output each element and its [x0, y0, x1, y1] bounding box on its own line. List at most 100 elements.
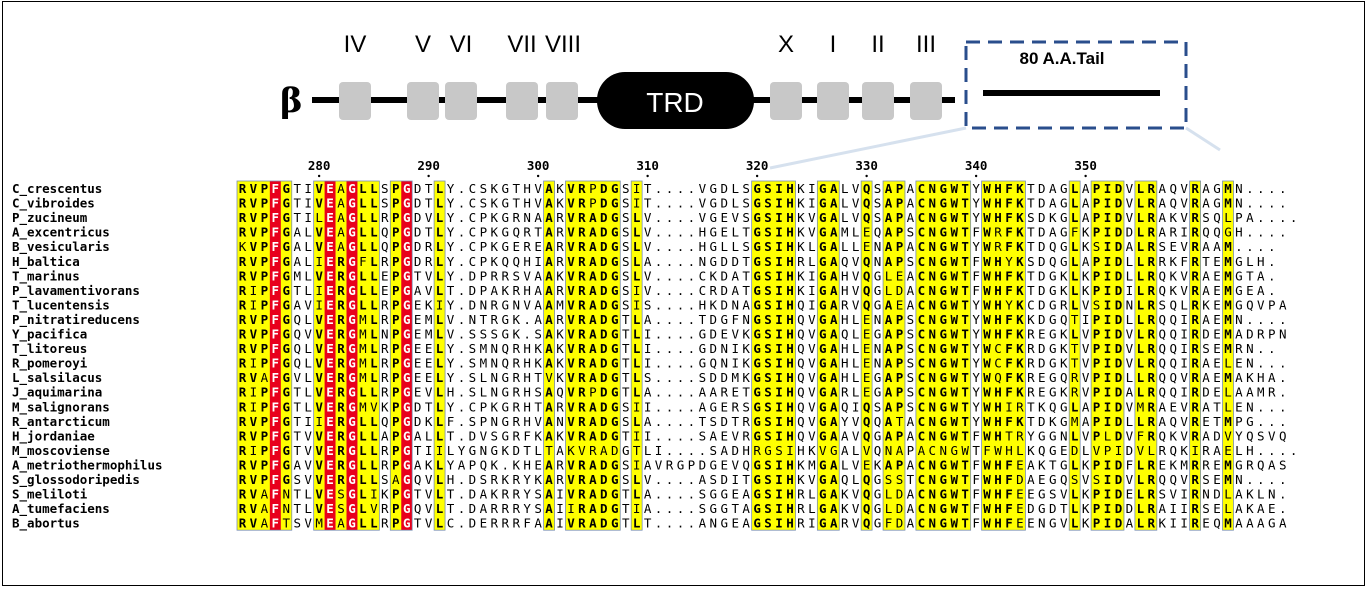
- residue: S: [1257, 428, 1265, 443]
- residue: V: [304, 297, 312, 312]
- residue: P: [1093, 414, 1101, 429]
- residue: G: [721, 312, 729, 327]
- residue: H: [699, 297, 707, 312]
- residue: R: [1191, 472, 1199, 487]
- residue: W: [983, 356, 991, 371]
- residue: .: [1268, 181, 1276, 196]
- residue: P: [1093, 385, 1101, 400]
- residue: D: [1071, 443, 1079, 458]
- residue: F: [972, 268, 980, 283]
- residue: P: [1093, 210, 1101, 225]
- residue: S: [764, 196, 772, 211]
- residue: .: [677, 370, 685, 385]
- residue: V: [370, 501, 378, 516]
- residue: I: [1104, 385, 1112, 400]
- residue: S: [1159, 487, 1167, 502]
- residue: E: [326, 196, 334, 211]
- residue: G: [1060, 399, 1068, 414]
- residue: I: [1005, 399, 1013, 414]
- residue: L: [633, 414, 641, 429]
- residue: S: [699, 501, 707, 516]
- residue: .: [655, 487, 663, 502]
- residue: .: [1290, 443, 1298, 458]
- residue: C: [699, 268, 707, 283]
- residue: V: [534, 414, 542, 429]
- residue: G: [403, 443, 411, 458]
- residue: L: [633, 341, 641, 356]
- residue: V: [567, 399, 575, 414]
- residue: S: [764, 297, 772, 312]
- residue: A: [293, 297, 301, 312]
- residue: H: [994, 210, 1002, 225]
- residue: L: [1246, 254, 1254, 269]
- residue: D: [1115, 196, 1123, 211]
- residue: Q: [863, 254, 871, 269]
- residue: Q: [293, 356, 301, 371]
- residue: R: [556, 312, 564, 327]
- residue: P: [261, 297, 269, 312]
- residue: S: [622, 196, 630, 211]
- residue: H: [786, 210, 794, 225]
- residue: R: [1148, 210, 1156, 225]
- residue: V: [1126, 210, 1134, 225]
- residue: P: [896, 399, 904, 414]
- residue: .: [677, 239, 685, 254]
- residue: I: [1104, 356, 1112, 371]
- residue: R: [239, 472, 247, 487]
- residue: N: [929, 370, 937, 385]
- residue: F: [1005, 341, 1013, 356]
- residue: V: [567, 225, 575, 240]
- residue: W: [983, 428, 991, 443]
- residue: G: [940, 457, 948, 472]
- residue: T: [1005, 428, 1013, 443]
- residue: W: [983, 501, 991, 516]
- residue: L: [1071, 501, 1079, 516]
- residue: K: [1246, 501, 1254, 516]
- residue: P: [392, 414, 400, 429]
- residue: E: [1213, 254, 1221, 269]
- residue: L: [1104, 428, 1112, 443]
- residue: G: [819, 385, 827, 400]
- residue: .: [688, 196, 696, 211]
- residue: L: [359, 516, 367, 531]
- residue: L: [436, 370, 444, 385]
- residue: .: [688, 385, 696, 400]
- residue: R: [381, 501, 389, 516]
- residue: L: [436, 210, 444, 225]
- residue: R: [1148, 516, 1156, 531]
- residue: A: [589, 356, 597, 371]
- residue: G: [753, 516, 761, 531]
- residue: A: [556, 443, 564, 458]
- residue: .: [458, 254, 466, 269]
- residue: K: [797, 268, 805, 283]
- residue: L: [370, 428, 378, 443]
- residue: R: [742, 414, 750, 429]
- residue: Q: [797, 414, 805, 429]
- residue: R: [578, 428, 586, 443]
- residue: P: [261, 399, 269, 414]
- residue: G: [403, 239, 411, 254]
- residue: R: [1148, 254, 1156, 269]
- residue: .: [677, 414, 685, 429]
- residue: F: [1005, 210, 1013, 225]
- residue: Y: [972, 210, 980, 225]
- residue: C: [929, 443, 937, 458]
- residue: L: [1137, 196, 1145, 211]
- residue: G: [819, 196, 827, 211]
- residue: H: [523, 196, 531, 211]
- residue: F: [1071, 225, 1079, 240]
- residue: V: [644, 268, 652, 283]
- residue: S: [337, 487, 345, 502]
- residue: Y: [447, 181, 455, 196]
- residue: K: [1082, 501, 1090, 516]
- residue: H: [786, 239, 794, 254]
- residue: I: [1126, 283, 1134, 298]
- residue: G: [1049, 443, 1057, 458]
- residue: I: [731, 356, 739, 371]
- residue: A: [885, 399, 893, 414]
- residue: L: [304, 370, 312, 385]
- residue: C: [918, 428, 926, 443]
- residue: N: [1235, 472, 1243, 487]
- residue: H: [841, 341, 849, 356]
- residue: A: [545, 312, 553, 327]
